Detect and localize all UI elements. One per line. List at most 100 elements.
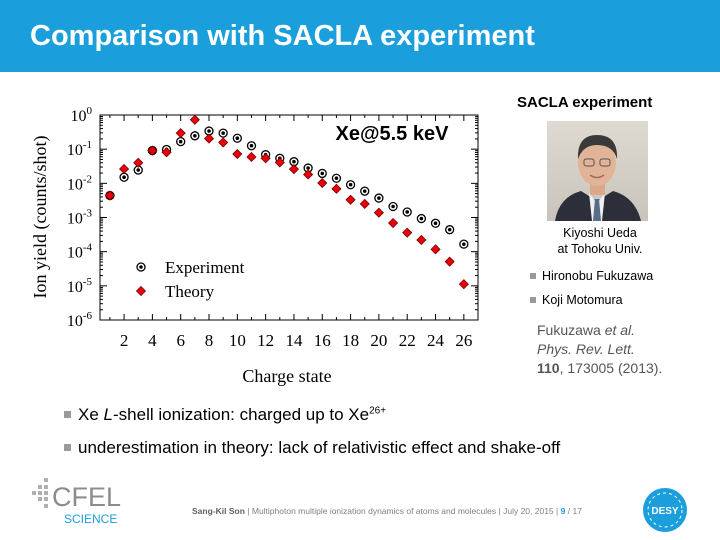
experiment-point-center xyxy=(178,139,183,144)
footer: Sang-Kil Son | Multiphoton multiple ioni… xyxy=(192,506,582,516)
experiment-point-center xyxy=(249,143,254,148)
theory-point xyxy=(189,114,200,125)
theory-point xyxy=(303,169,314,180)
ref-etal: et al. xyxy=(604,322,636,338)
theory-point xyxy=(317,177,328,189)
x-tick-label: 2 xyxy=(120,331,129,350)
experiment-point-center xyxy=(136,168,141,172)
member-bullet xyxy=(530,273,536,279)
x-axis-label: Charge state xyxy=(242,366,331,386)
experiment-point-center xyxy=(419,216,424,221)
ion-yield-chart: 2 4 6 8 10 12 14 16 18 20 22 24 2610010-110-210-310-… xyxy=(30,105,479,386)
experiment-point-center xyxy=(334,176,339,181)
theory-point xyxy=(133,157,144,168)
experiment-point-center xyxy=(377,196,381,200)
member-name: Koji Motomura xyxy=(542,293,623,307)
experiment-point-center xyxy=(405,210,410,214)
y-tick-label: 10-3 xyxy=(67,208,93,228)
theory-point xyxy=(175,128,186,139)
reference: Fukuzawa et al. Phys. Rev. Lett. 110, 17… xyxy=(537,321,662,378)
bullet-marker xyxy=(64,444,71,451)
bullet-marker xyxy=(64,411,71,418)
experiment-point-center xyxy=(306,166,310,170)
theory-point xyxy=(104,190,115,201)
theory-point xyxy=(416,234,427,246)
portrait-photo xyxy=(547,121,648,221)
member-bullet xyxy=(530,297,536,303)
theory-point xyxy=(430,244,441,255)
y-tick-label: 10-2 xyxy=(67,173,92,193)
y-tick-label: 100 xyxy=(71,105,93,125)
footer-author: Sang-Kil Son xyxy=(192,506,245,516)
experiment-point-center xyxy=(348,182,353,187)
experiment-point-center xyxy=(207,129,211,133)
desy-logo: DESY xyxy=(640,485,690,540)
theory-point xyxy=(458,279,469,290)
bullet-lshell: Xe L-shell ionization: charged up to Xe2… xyxy=(78,405,387,424)
title-bar: Comparison with SACLA experiment xyxy=(0,0,720,72)
theory-point xyxy=(359,198,370,209)
y-tick-label: 10-1 xyxy=(67,139,92,159)
experiment-point-center xyxy=(433,221,438,226)
experiment-point-center xyxy=(292,159,296,164)
x-tick-label: 4 xyxy=(148,331,157,350)
ref-journal: Phys. Rev. Lett. xyxy=(537,341,635,357)
chart-annotation: Xe@5.5 keV xyxy=(336,123,450,145)
footer-talk: Multiphoton multiple ionization dynamics… xyxy=(251,506,497,516)
theory-point xyxy=(288,164,300,175)
x-tick-label: 24 xyxy=(427,331,445,350)
photo-caption-affiliation: at Tohoku Univ. xyxy=(557,242,643,256)
x-tick-label: 12 xyxy=(257,331,274,350)
member-name: Hironobu Fukuzawa xyxy=(542,269,654,283)
theory-point xyxy=(387,217,399,229)
footer-page: 9 xyxy=(560,506,566,516)
x-tick-label: 16 xyxy=(314,331,331,350)
footer-total: / 17 xyxy=(567,506,582,516)
theory-point xyxy=(331,183,342,194)
svg-text:SCIENCE: SCIENCE xyxy=(64,512,117,526)
legend-label: Experiment xyxy=(165,258,245,277)
cfel-logo: CFEL SCIENCE xyxy=(28,476,138,533)
x-tick-label: 14 xyxy=(285,331,303,350)
svg-text:DESY: DESY xyxy=(651,506,679,517)
theory-point xyxy=(402,227,413,238)
legend-label: Theory xyxy=(165,282,215,301)
theory-point xyxy=(203,133,215,144)
ref-authors: Fukuzawa xyxy=(537,322,601,338)
svg-text:CFEL: CFEL xyxy=(52,482,121,512)
experiment-point-center xyxy=(122,175,126,180)
experiment-point-center xyxy=(447,227,452,232)
legend-marker xyxy=(135,285,147,297)
sacla-heading: SACLA experiment xyxy=(517,94,653,111)
theory-point xyxy=(246,151,257,163)
bullet-underestimation: underestimation in theory: lack of relat… xyxy=(78,438,561,457)
x-tick-label: 20 xyxy=(370,331,387,350)
y-tick-label: 10-6 xyxy=(67,310,93,330)
theory-point xyxy=(373,207,384,218)
x-tick-label: 26 xyxy=(455,331,472,350)
theory-point xyxy=(232,148,243,160)
theory-point xyxy=(119,163,130,175)
footer-date: July 20, 2015 xyxy=(503,506,554,516)
y-tick-label: 10-4 xyxy=(67,242,93,262)
theory-point xyxy=(444,256,455,267)
x-tick-label: 18 xyxy=(342,331,359,350)
x-tick-label: 8 xyxy=(205,331,214,350)
legend-marker-center xyxy=(139,265,143,269)
theory-point xyxy=(260,153,271,164)
ref-pages: , 173005 (2013). xyxy=(559,360,663,376)
y-tick-label: 10-5 xyxy=(67,276,93,296)
experiment-point-center xyxy=(235,136,240,141)
x-tick-label: 6 xyxy=(176,331,185,350)
theory-point xyxy=(161,147,172,158)
x-tick-label: 22 xyxy=(399,331,416,350)
experiment-point-center xyxy=(362,189,367,193)
theory-point xyxy=(147,145,158,156)
theory-point xyxy=(345,194,356,205)
y-axis-label: Ion yield (counts/shot) xyxy=(30,136,51,299)
theory-point xyxy=(218,137,229,148)
x-tick-label: 10 xyxy=(229,331,246,350)
experiment-point-center xyxy=(221,131,225,135)
slide-title: Comparison with SACLA experiment xyxy=(30,20,535,52)
experiment-point-center xyxy=(320,171,325,176)
